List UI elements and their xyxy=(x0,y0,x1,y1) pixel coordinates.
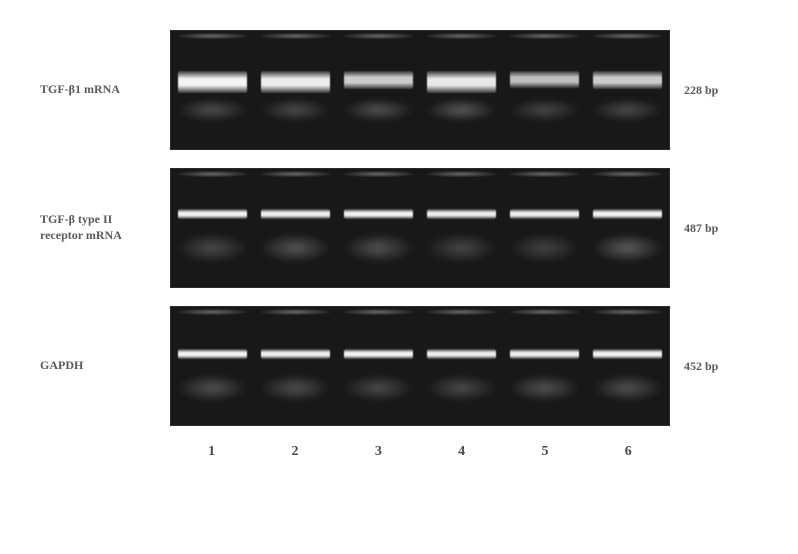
band xyxy=(427,71,495,93)
smear xyxy=(179,234,245,262)
smear xyxy=(511,99,577,121)
well-artifact xyxy=(510,33,580,39)
smear xyxy=(345,234,411,262)
smear xyxy=(594,234,660,262)
well-artifact xyxy=(344,33,414,39)
smear xyxy=(262,375,328,401)
row-label: GAPDH xyxy=(40,358,170,374)
lane-number: 4 xyxy=(420,444,503,460)
smear xyxy=(511,234,577,262)
band xyxy=(593,71,661,89)
well-artifact xyxy=(593,171,663,177)
lane xyxy=(420,169,503,287)
smear xyxy=(179,99,245,121)
band xyxy=(593,349,661,359)
smear xyxy=(428,375,494,401)
smear xyxy=(262,234,328,262)
smear xyxy=(428,99,494,121)
band-size-label: 452 bp xyxy=(670,359,750,374)
well-artifact xyxy=(593,33,663,39)
smear xyxy=(594,375,660,401)
lane-number: 3 xyxy=(337,444,420,460)
lane xyxy=(420,307,503,425)
band xyxy=(593,209,661,219)
lane xyxy=(586,307,669,425)
smear xyxy=(262,99,328,121)
gel-panel xyxy=(170,306,670,426)
band xyxy=(344,209,412,219)
band-size-label: 228 bp xyxy=(670,83,750,98)
gel-figure: TGF-β1 mRNA 228 bp TGF-β type II receptor … xyxy=(0,0,798,554)
gel-row: GAPDH 452 bp xyxy=(40,306,758,426)
lane xyxy=(337,307,420,425)
well-artifact xyxy=(178,33,248,39)
lane-number: 6 xyxy=(587,444,670,460)
lane xyxy=(337,31,420,149)
gel-row: TGF-β1 mRNA 228 bp xyxy=(40,30,758,150)
smear xyxy=(345,99,411,121)
smear xyxy=(594,99,660,121)
lane xyxy=(586,31,669,149)
band xyxy=(344,71,412,89)
well-artifact xyxy=(427,33,497,39)
band xyxy=(178,209,246,219)
band xyxy=(261,349,329,359)
lane xyxy=(254,31,337,149)
lane xyxy=(171,307,254,425)
lane xyxy=(171,169,254,287)
band-size-label: 487 bp xyxy=(670,221,750,236)
well-artifact xyxy=(261,171,331,177)
panels-container: TGF-β1 mRNA 228 bp TGF-β type II receptor … xyxy=(40,30,758,426)
band xyxy=(261,71,329,93)
lane xyxy=(337,169,420,287)
band xyxy=(427,209,495,219)
smear xyxy=(345,375,411,401)
lane xyxy=(254,307,337,425)
band xyxy=(178,71,246,93)
lanes xyxy=(171,31,669,149)
lanes xyxy=(171,169,669,287)
lane xyxy=(254,169,337,287)
band xyxy=(178,349,246,359)
lane-number-row: 123456 xyxy=(170,444,670,460)
well-artifact xyxy=(178,171,248,177)
lane xyxy=(503,307,586,425)
lane xyxy=(503,169,586,287)
well-artifact xyxy=(427,171,497,177)
smear xyxy=(511,375,577,401)
gel-row: TGF-β type II receptor mRNA 487 bp xyxy=(40,168,758,288)
lane xyxy=(503,31,586,149)
smear xyxy=(428,234,494,262)
row-label: TGF-β1 mRNA xyxy=(40,82,170,98)
well-artifact xyxy=(261,33,331,39)
band xyxy=(510,209,578,219)
well-artifact xyxy=(427,309,497,315)
gel-panel xyxy=(170,168,670,288)
well-artifact xyxy=(593,309,663,315)
gel-panel xyxy=(170,30,670,150)
lane xyxy=(171,31,254,149)
band xyxy=(344,349,412,359)
lane-number: 1 xyxy=(170,444,253,460)
smear xyxy=(179,375,245,401)
well-artifact xyxy=(344,171,414,177)
well-artifact xyxy=(510,171,580,177)
band xyxy=(510,71,578,88)
band xyxy=(510,349,578,359)
lane xyxy=(420,31,503,149)
lane-number: 5 xyxy=(503,444,586,460)
well-artifact xyxy=(510,309,580,315)
lane-number: 2 xyxy=(253,444,336,460)
well-artifact xyxy=(178,309,248,315)
well-artifact xyxy=(261,309,331,315)
band xyxy=(261,209,329,219)
lanes xyxy=(171,307,669,425)
band xyxy=(427,349,495,359)
lane xyxy=(586,169,669,287)
row-label: TGF-β type II receptor mRNA xyxy=(40,212,170,243)
well-artifact xyxy=(344,309,414,315)
